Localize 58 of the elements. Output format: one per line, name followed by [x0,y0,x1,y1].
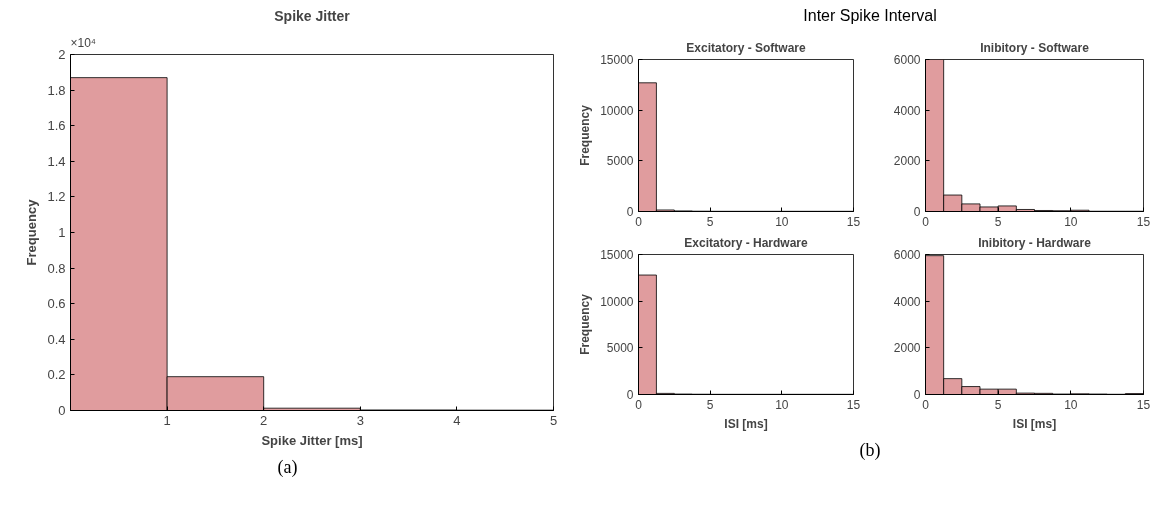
y-tick-label: 4000 [893,103,921,118]
y-tick-label: 2 [58,47,66,62]
y-tick-label: 0.4 [47,331,66,347]
y-tick-label: 10000 [600,103,634,118]
y-tick-label: 1.8 [47,82,66,98]
y-tick-label: 0 [626,387,634,402]
x-tick-label: 5 [706,214,714,229]
chart-title: Inibitory - Software [980,40,1090,55]
x-tick-label: 2 [260,412,268,428]
x-tick-label: 3 [356,412,364,428]
x-tick-label: 5 [549,412,558,428]
y-tick-label: 2000 [893,341,921,356]
y-tick-label: 1 [58,225,66,240]
x-axis-title: ISI [ms] [724,416,768,431]
y-tick-label: 5000 [606,341,634,356]
chart-title: Excitatory - Hardware [684,235,809,250]
y-tick-label: 1.6 [47,118,66,134]
y-tick-label: 6000 [893,52,921,67]
x-tick-label: 15 [846,397,861,412]
text: (b) [859,438,881,462]
y-tick-label: 5000 [606,154,634,169]
chart-title: Excitatory - Software [686,40,807,55]
y-tick-label: 1.2 [47,189,66,205]
x-tick-label: 15 [846,214,861,229]
x-axis-title: ISI [ms] [1012,416,1057,431]
x-tick-label: 1 [163,412,171,428]
chart-title: Spike Jitter [274,7,351,24]
text: (a) [277,456,298,479]
y-tick-label: 10000 [600,294,634,309]
x-tick-label: 10 [775,214,789,229]
y-tick-label: 2000 [893,154,921,169]
x-tick-label: 5 [706,397,714,412]
y-tick-label: 4000 [893,294,921,309]
y-tick-label: 0 [626,204,634,219]
y-tick-label: 15000 [600,247,634,262]
chart-title: Inibitory - Hardware [978,235,1092,250]
x-tick-label: 15 [1136,214,1151,229]
y-axis-title: Frequency [578,293,593,355]
x-tick-label: 10 [775,397,789,412]
text: Inter Spike Interval [803,6,937,26]
y-tick-label: 0.6 [47,296,66,312]
y-tick-label: 0.2 [47,367,66,383]
x-tick-label: 5 [994,397,1002,412]
x-tick-label: 4 [453,412,461,428]
y-tick-label: 0 [913,204,921,219]
text: ×10⁴ [70,35,97,50]
x-axis-title: Spike Jitter [ms] [261,432,363,448]
x-tick-label: 5 [994,214,1002,229]
y-tick-label: 1.4 [47,153,66,169]
y-tick-label: 6000 [893,247,921,262]
y-tick-label: 0.8 [47,260,66,276]
y-tick-label: 0 [913,387,921,402]
x-tick-label: 15 [1136,397,1151,412]
x-tick-label: 10 [1064,214,1078,229]
y-axis-title: Frequency [24,198,40,266]
y-tick-label: 15000 [600,52,634,67]
x-tick-label: 10 [1064,397,1078,412]
y-axis-title: Frequency [578,104,593,166]
